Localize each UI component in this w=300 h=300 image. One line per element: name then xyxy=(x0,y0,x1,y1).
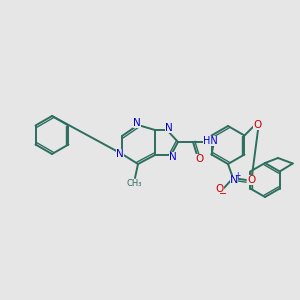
Text: N: N xyxy=(165,123,173,133)
Text: O: O xyxy=(216,184,224,194)
Text: O: O xyxy=(195,154,203,164)
Text: +: + xyxy=(234,170,240,179)
Text: N: N xyxy=(133,118,141,128)
Text: O: O xyxy=(253,119,262,130)
Text: −: − xyxy=(219,189,227,199)
Text: HN: HN xyxy=(202,136,217,146)
Text: O: O xyxy=(247,175,255,185)
Text: N: N xyxy=(116,149,124,159)
Text: CH₃: CH₃ xyxy=(126,178,142,188)
Text: N: N xyxy=(169,152,177,162)
Text: N: N xyxy=(230,175,238,185)
